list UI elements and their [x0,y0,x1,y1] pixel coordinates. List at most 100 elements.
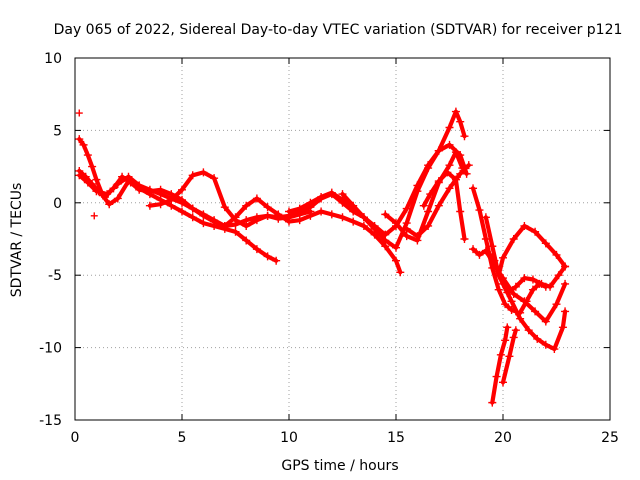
series-track-14 [492,223,568,278]
data-point-marker [285,207,293,216]
data-point-marker [156,200,165,209]
data-point-marker [503,323,512,332]
data-point-marker [156,190,165,199]
data-point-marker [220,203,229,212]
data-point-marker [469,184,478,193]
data-point-marker [392,243,400,252]
data-point-marker [327,210,336,219]
data-point-marker [524,326,533,335]
data-point-marker [541,282,550,291]
data-point-marker [349,201,358,210]
data-point-marker [445,140,454,149]
data-point-marker [445,123,454,132]
data-point-marker [188,171,197,180]
axes [74,57,611,421]
data-point-marker [531,227,540,236]
data-point-marker [499,378,507,387]
data-point-marker [488,242,497,251]
data-point-marker [501,300,510,309]
data-point-marker [199,219,208,228]
data-point-marker [522,297,531,306]
data-point-marker [451,107,460,116]
data-point-marker [210,174,219,183]
data-point-marker [252,245,261,254]
data-point-marker [306,198,315,207]
data-point-marker [469,245,478,254]
data-point-marker [220,221,229,230]
data-point-marker [231,216,240,225]
data-point-marker [88,162,97,171]
data-point-marker [460,235,469,243]
chart-title: Day 065 of 2022, Sidereal Day-to-day VTE… [54,22,623,38]
data-point-marker [496,350,505,359]
data-point-marker [481,213,490,222]
data-point-marker [456,117,465,126]
data-point-marker [306,211,315,220]
data-point-marker [199,168,208,177]
data-point-marker [558,323,567,332]
data-point-marker [105,200,114,209]
data-point-marker [507,297,516,306]
data-point-marker [531,307,540,316]
data-point-marker [145,185,154,194]
data-point-marker [494,285,503,294]
data-point-marker [511,326,520,335]
data-point-marker [535,279,544,288]
y-tick-label: -15 [39,413,62,429]
data-point-marker [83,151,92,160]
x-tick-label: 25 [601,430,619,446]
x-axis-label: GPS time / hours [281,458,398,474]
y-axis-label: SDTVAR / TECUs [9,183,25,298]
data-point-marker [475,206,484,215]
data-point-marker [392,219,400,228]
data-point-marker [554,271,563,280]
data-point-marker [520,274,529,283]
data-point-marker [338,190,347,199]
data-point-marker [103,190,112,199]
data-point-marker [242,201,251,210]
data-traces [75,107,570,407]
data-point-marker [263,203,272,212]
data-point-marker [349,217,358,226]
data-point-marker [490,256,499,265]
data-point-marker [263,211,272,220]
data-point-marker [499,279,507,288]
data-point-marker [263,252,272,261]
data-point-marker [511,282,520,291]
y-tick-label: -10 [39,341,62,357]
series-track-16 [500,328,518,385]
data-point-marker [413,187,422,196]
x-tick-label: 10 [280,430,298,446]
data-point-marker [242,236,251,245]
data-point-marker [492,372,501,381]
data-point-marker [295,204,304,213]
data-point-marker [124,172,133,181]
data-point-marker [75,171,84,180]
data-point-marker [516,308,525,317]
data-point-marker [370,224,379,233]
x-tick-labels: 0 5 10 15 20 25 [71,430,619,446]
data-point-marker [402,232,411,241]
data-point-marker [434,201,443,210]
x-tick-label: 20 [494,430,512,446]
data-point-marker [413,232,422,241]
data-point-marker [167,195,176,204]
grid-lines [75,58,610,420]
data-point-marker [419,201,428,210]
y-tick-label: 5 [53,123,62,139]
data-point-marker [488,398,497,407]
data-point-marker [451,175,460,184]
data-point-marker [509,290,518,299]
series-track-3 [77,173,403,275]
data-point-marker [528,285,537,294]
data-point-marker [456,207,465,216]
plot-frame [74,57,611,421]
data-point-marker [460,132,469,141]
data-point-marker [113,194,122,203]
data-point-marker [552,300,561,309]
data-point-marker [499,253,507,262]
data-point-marker [445,161,454,170]
data-point-marker [552,250,561,259]
data-point-marker [396,268,405,277]
data-point-marker [464,161,473,170]
